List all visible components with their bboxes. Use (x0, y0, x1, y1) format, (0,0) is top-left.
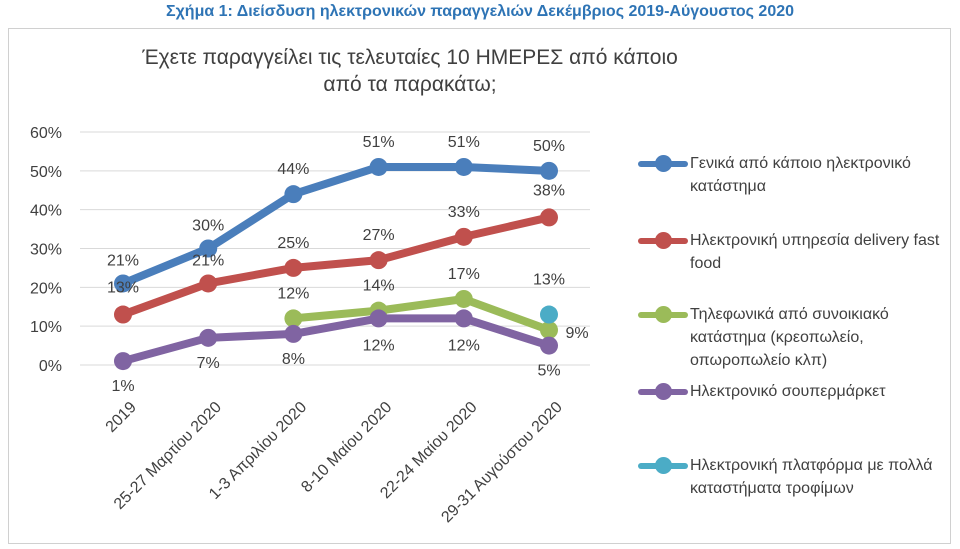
legend-label: Γενικά από κάποιο ηλεκτρονικό κατάστημα (690, 155, 911, 195)
figure-title: Σχήμα 1: Διείσδυση ηλεκτρονικών παραγγελ… (165, 3, 795, 20)
legend-swatch (638, 454, 688, 477)
x-tick-label: 1-3 Απριλίου 2020 (206, 399, 310, 503)
legend-swatch (638, 303, 688, 326)
data-label: 14% (363, 278, 395, 295)
data-point (284, 185, 303, 204)
legend-item: Τηλεφωνικά από συνοικιακό κατάστημα (κρε… (638, 303, 952, 372)
legend-label: Ηλεκτρονικό σουπερμάρκετ (690, 383, 886, 400)
data-point (284, 324, 303, 343)
data-point (199, 328, 218, 347)
data-label: 12% (448, 337, 480, 354)
chart-frame (8, 28, 951, 544)
legend-item: Ηλεκτρονική πλατφόρμα με πολλά καταστήμα… (638, 454, 952, 500)
y-tick-label: 60% (30, 125, 62, 142)
data-label: 12% (363, 337, 395, 354)
y-tick-label: 40% (30, 203, 62, 220)
data-label: 51% (448, 134, 480, 151)
legend-label: Ηλεκτρονική πλατφόρμα με πολλά καταστήμα… (690, 457, 933, 497)
y-tick-label: 20% (30, 280, 62, 297)
data-label: 5% (537, 363, 560, 380)
data-label: 33% (448, 204, 480, 221)
data-label: 27% (363, 227, 395, 244)
data-label: 13% (533, 272, 565, 289)
data-point (454, 309, 473, 328)
data-point (540, 208, 558, 227)
data-label: 7% (197, 355, 220, 372)
chart-title: Έχετε παραγγείλει τις τελευταίες 10 ΗΜΕΡ… (142, 46, 678, 96)
legend-item: Γενικά από κάποιο ηλεκτρονικό κατάστημα (638, 152, 952, 198)
data-point (114, 352, 132, 371)
data-label: 21% (192, 252, 224, 269)
data-point (454, 289, 473, 308)
y-tick-label: 0% (39, 358, 62, 375)
data-label: 9% (565, 325, 588, 342)
data-label: 12% (277, 285, 309, 302)
data-point (540, 161, 558, 180)
data-label: 8% (282, 351, 305, 368)
y-tick-label: 30% (30, 242, 62, 259)
data-label: 50% (533, 138, 565, 155)
data-point (199, 239, 218, 258)
x-tick-label: 8-10 Μαίου 2020 (298, 399, 395, 496)
data-label: 17% (448, 266, 480, 283)
y-tick-label: 10% (30, 319, 62, 336)
series-line (119, 213, 553, 319)
data-label: 30% (192, 218, 224, 235)
legend-label: Ηλεκτρονική υπηρεσία delivery fast food (690, 232, 940, 272)
data-label: 38% (533, 182, 565, 199)
data-point (114, 274, 132, 293)
data-label: 44% (277, 161, 309, 178)
legend-item: Ηλεκτρονικό σουπερμάρκετ (638, 380, 952, 403)
data-point (454, 157, 473, 176)
x-tick-label: 2019 (103, 399, 140, 436)
y-tick-label: 50% (30, 164, 62, 181)
legend-swatch (638, 152, 688, 175)
legend-label: Τηλεφωνικά από συνοικιακό κατάστημα (κρε… (690, 306, 889, 369)
data-point (284, 258, 303, 277)
data-label: 21% (107, 252, 139, 269)
series-line (289, 294, 553, 335)
legend-swatch (638, 229, 688, 252)
data-point (284, 309, 303, 328)
data-point (199, 274, 218, 293)
series-line (119, 162, 553, 288)
data-point (454, 227, 473, 246)
data-label: 13% (107, 280, 139, 297)
data-label: 25% (277, 235, 309, 252)
data-label: 1% (111, 378, 134, 395)
series-line (119, 314, 553, 366)
data-point (114, 305, 132, 324)
data-point (369, 251, 388, 270)
data-point (369, 157, 388, 176)
data-point (540, 336, 558, 355)
legend-item: Ηλεκτρονική υπηρεσία delivery fast food (638, 229, 952, 275)
data-point (369, 309, 388, 328)
data-label: 51% (363, 134, 395, 151)
legend-swatch (638, 380, 688, 403)
data-point (540, 321, 558, 340)
data-point (540, 305, 558, 324)
